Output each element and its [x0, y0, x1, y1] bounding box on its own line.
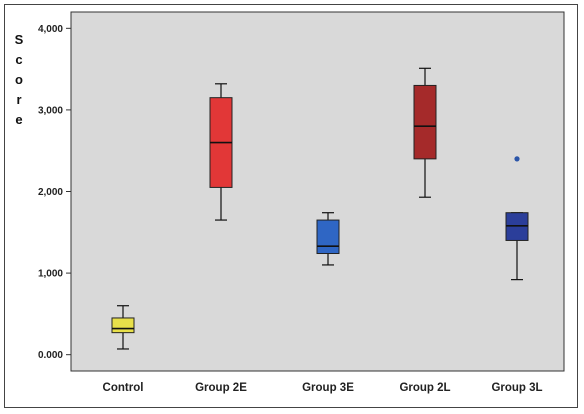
box-5 — [505, 156, 529, 281]
box-2 — [209, 83, 233, 221]
box-iqr — [505, 212, 529, 241]
box-iqr — [111, 317, 135, 334]
x-category-label: Group 3L — [491, 382, 542, 394]
y-axis-label-letter: o — [15, 72, 23, 87]
y-tick-label: 1,000 — [38, 269, 63, 280]
outlier-point — [514, 156, 520, 162]
x-category-label: Group 3E — [302, 382, 354, 394]
box-3 — [316, 212, 340, 266]
y-axis-label-letter: r — [16, 92, 21, 107]
y-axis-label-letter: S — [15, 32, 24, 47]
y-axis-label-letter: c — [15, 52, 22, 67]
y-tick-label: 3,000 — [38, 105, 63, 116]
box-4 — [413, 67, 437, 198]
y-tick-label: 4,000 — [38, 24, 63, 35]
x-category-label: Control — [103, 382, 144, 394]
box-iqr — [413, 84, 437, 160]
x-category-label: Group 2L — [399, 382, 450, 394]
y-axis-ticks: 0.000 1,000 2,000 3,000 4,000 — [38, 24, 71, 361]
x-category-label: Group 2E — [195, 382, 247, 394]
plot-area — [70, 11, 565, 372]
y-tick-label: 2,000 — [38, 187, 63, 198]
box-series — [111, 67, 529, 350]
x-axis-categories: Control Group 2E Group 3E Group 2L Group 3L — [103, 382, 543, 394]
y-axis-label-letter: e — [15, 112, 22, 127]
y-tick-label: 0.000 — [38, 350, 63, 361]
box-1 — [111, 305, 135, 350]
box-iqr — [316, 219, 340, 255]
